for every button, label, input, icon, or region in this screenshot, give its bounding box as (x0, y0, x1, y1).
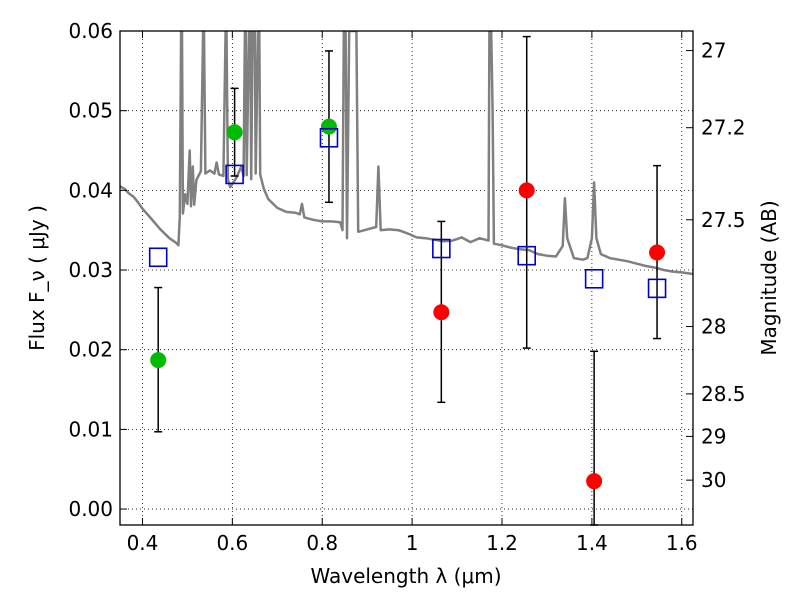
model-square-point (584, 268, 604, 289)
x-tick-label: 0.8 (306, 531, 338, 555)
model-square-point (319, 127, 339, 148)
spectrum-layer (120, 31, 693, 276)
x-tick-label: 1.2 (486, 531, 518, 555)
right-tick-label: 28 (701, 315, 726, 339)
right-axis-label: Magnitude (AB) (757, 200, 781, 355)
y-tick-label: 0.04 (68, 178, 113, 202)
photometry-point (649, 244, 666, 261)
y-axis-label: Flux F_ν ( μJy ) (25, 205, 49, 351)
photometry-point (150, 352, 167, 369)
right-tick-label: 27.2 (701, 116, 746, 140)
y-tick-label: 0.05 (68, 99, 113, 123)
model-square-point (647, 278, 667, 299)
right-tick-label: 27.5 (701, 208, 746, 232)
x-tick-label: 1.6 (666, 531, 698, 555)
model-square-point (225, 164, 244, 185)
x-tick-label: 0.6 (216, 531, 248, 555)
photometry-point (320, 118, 337, 135)
photometry-point (518, 182, 535, 199)
x-tick-label: 0.4 (127, 531, 159, 555)
x-tick-label: 1 (406, 531, 419, 555)
y-tick-label: 0.03 (68, 258, 113, 282)
right-tick-label: 29 (701, 424, 726, 448)
y-tick-label: 0.00 (68, 497, 113, 521)
ticks: 0.4 0.6 0.8 1 1.2 1.4 1.6 0.00 0.01 0.02 0.03 0.04 0… (68, 19, 745, 555)
right-tick-label: 27 (701, 39, 726, 63)
marker-layer (148, 118, 667, 490)
y-tick-label: 0.01 (68, 417, 113, 441)
right-tick-label: 28.5 (701, 382, 746, 406)
photometry-point (226, 124, 243, 141)
x-axis-label: Wavelength λ (μm) (310, 564, 501, 588)
model-square-point (517, 245, 537, 266)
model-square-point (148, 247, 168, 268)
x-tick-label: 1.4 (576, 531, 608, 555)
photometry-point (433, 304, 450, 321)
y-tick-label: 0.02 (68, 338, 113, 362)
spectrum-line (120, 31, 693, 276)
photometry-point (586, 473, 603, 490)
y-tick-label: 0.06 (68, 19, 113, 43)
right-tick-label: 30 (701, 468, 726, 492)
model-square-point (432, 238, 451, 259)
plot-area (120, 31, 693, 525)
plot-frame (119, 30, 694, 526)
